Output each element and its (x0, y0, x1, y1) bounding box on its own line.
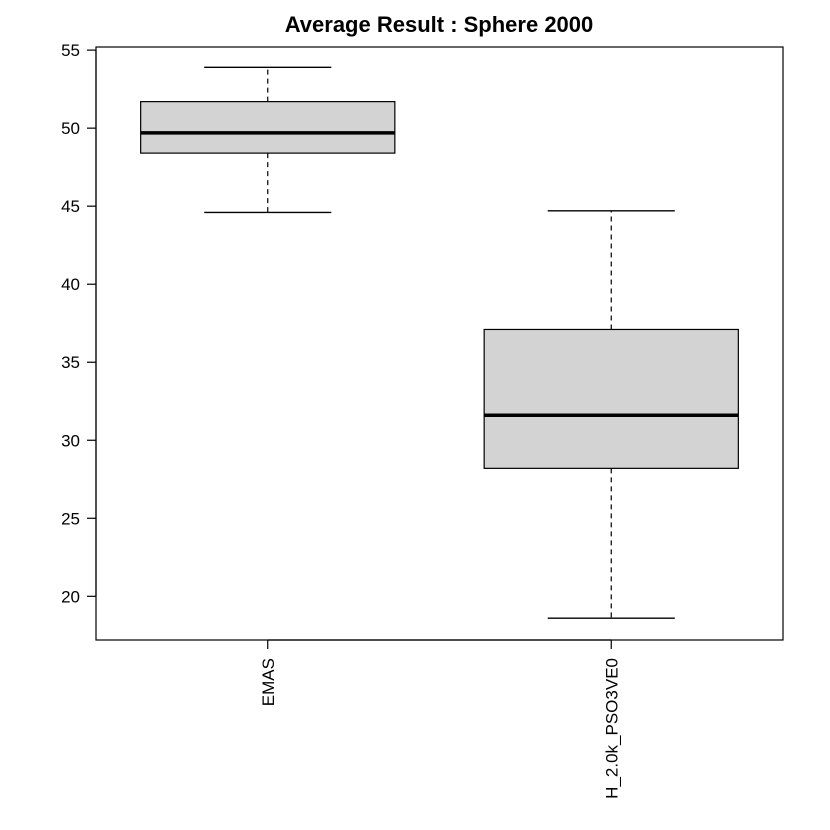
chart-title: Average Result : Sphere 2000 (285, 12, 594, 37)
y-tick-label: 50 (61, 119, 80, 138)
y-tick-label: 55 (61, 41, 80, 60)
x-axis: EMAS H_2.0k_PSO3VE0 (259, 639, 621, 799)
y-tick-label: 45 (61, 197, 80, 216)
y-tick-label: 40 (61, 275, 80, 294)
y-tick-label: 25 (61, 509, 80, 528)
x-category-label: EMAS (259, 658, 278, 706)
y-axis: 20 25 30 35 40 45 50 55 (61, 41, 97, 606)
box-1 (140, 66, 396, 214)
iqr-box (140, 101, 396, 154)
x-category-label: H_2.0k_PSO3VE0 (602, 658, 621, 799)
y-tick-label: 20 (61, 587, 80, 606)
boxes-group (140, 66, 739, 619)
box-2 (483, 210, 739, 619)
y-tick-label: 35 (61, 353, 80, 372)
y-tick-label: 30 (61, 431, 80, 450)
iqr-box (483, 328, 739, 469)
